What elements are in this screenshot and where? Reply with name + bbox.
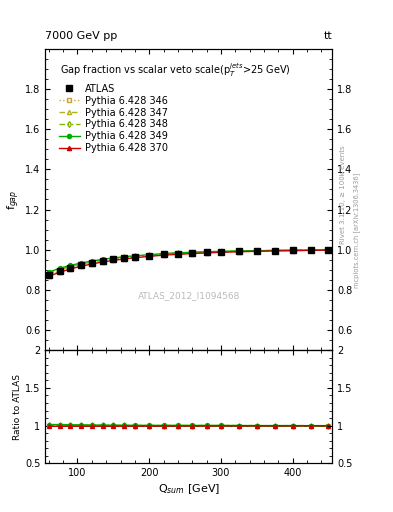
X-axis label: Q$_{sum}$ [GeV]: Q$_{sum}$ [GeV]: [158, 482, 220, 496]
Text: mcplots.cern.ch [arXiv:1306.3436]: mcplots.cern.ch [arXiv:1306.3436]: [354, 173, 360, 288]
Y-axis label: Ratio to ATLAS: Ratio to ATLAS: [13, 374, 22, 440]
Legend: ATLAS, Pythia 6.428 346, Pythia 6.428 347, Pythia 6.428 348, Pythia 6.428 349, P: ATLAS, Pythia 6.428 346, Pythia 6.428 34…: [59, 83, 168, 154]
Text: ATLAS_2012_I1094568: ATLAS_2012_I1094568: [138, 291, 240, 301]
Text: 7000 GeV pp: 7000 GeV pp: [45, 31, 118, 41]
Text: Gap fraction vs scalar veto scale(p$_T^{jets}$>25 GeV): Gap fraction vs scalar veto scale(p$_T^{…: [60, 61, 290, 78]
Text: tt: tt: [323, 31, 332, 41]
Y-axis label: f$_{gap}$: f$_{gap}$: [6, 189, 22, 209]
Text: Rivet 3.1.10, ≥ 100k events: Rivet 3.1.10, ≥ 100k events: [340, 145, 346, 244]
